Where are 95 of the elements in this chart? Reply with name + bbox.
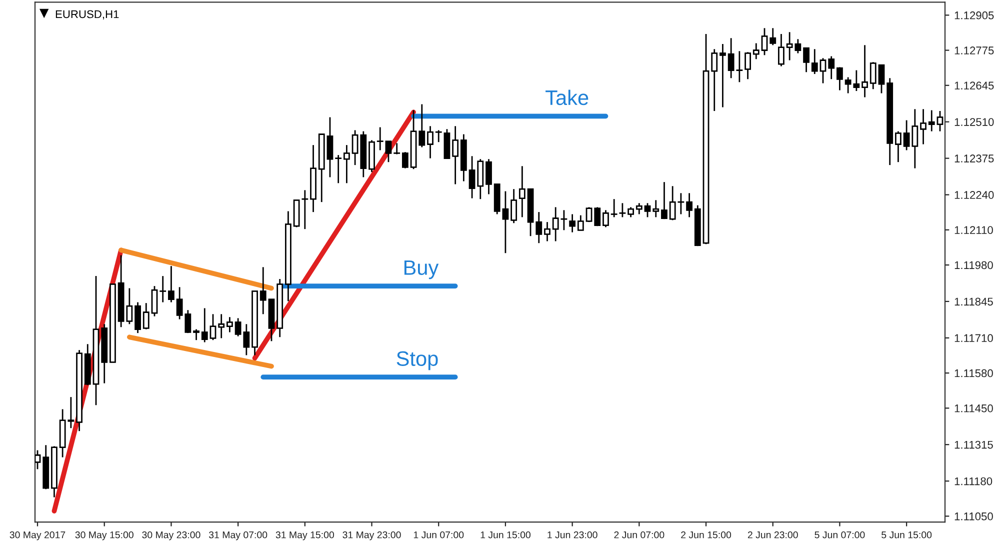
- candlestick: [577, 214, 584, 231]
- x-tick-label: 2 Jun 23:00: [748, 531, 798, 538]
- candlestick: [836, 66, 843, 91]
- y-tick-label: 1.11980: [954, 261, 993, 270]
- candlestick: [652, 199, 660, 218]
- y-tick-label: 1.11710: [954, 334, 993, 342]
- candlestick: [594, 206, 601, 227]
- y-tick-label: 1.12110: [954, 226, 993, 234]
- x-tick-label: 2 Jun 15:00: [681, 531, 732, 538]
- candlestick: [536, 211, 542, 244]
- candlestick: [686, 192, 692, 218]
- candlestick: [193, 328, 200, 341]
- y-tick-label: 1.11050: [954, 512, 993, 520]
- candlestick: [920, 108, 926, 145]
- y-tick-label: 1.12240: [954, 191, 994, 199]
- candlestick: [661, 181, 668, 220]
- candlestick: [778, 33, 784, 67]
- series-label: Buy: [404, 260, 439, 280]
- candlestick: [335, 154, 342, 184]
- x-tick-label: 1 Jun 23:00: [548, 531, 598, 538]
- candlestick: [544, 221, 550, 242]
- y-tick-label: 1.12905: [954, 11, 994, 20]
- x-tick-label: 30 May 2017: [10, 531, 66, 540]
- candlestick: [468, 155, 476, 199]
- candlestick: [486, 158, 492, 195]
- x-tick-label: 5 Jun 15:00: [882, 531, 932, 538]
- candlestick: [820, 57, 826, 84]
- candlestick: [895, 130, 902, 163]
- x-tick-label: 5 Jun 07:00: [814, 531, 865, 538]
- x-tick-label: 1 Jun 07:00: [414, 531, 464, 538]
- x-tick-label: 31 May 07:00: [208, 531, 268, 540]
- candlestick: [385, 140, 392, 163]
- candlestick: [602, 209, 609, 228]
- candlestick: [502, 190, 509, 254]
- candlestick: [226, 316, 233, 333]
- candlestick: [862, 44, 868, 98]
- candlestick: [452, 125, 459, 185]
- candlestick: [435, 130, 442, 143]
- y-tick-label: 1.12510: [954, 118, 994, 126]
- candlestick: [628, 206, 634, 218]
- x-tick-label: 30 May 23:00: [142, 531, 200, 540]
- candlestick: [210, 313, 216, 341]
- candlestick: [160, 275, 166, 303]
- candlestick: [402, 151, 408, 169]
- candlestick: [569, 214, 576, 233]
- y-tick-label: 1.11180: [954, 477, 992, 486]
- candlestick: [142, 302, 150, 330]
- candlestick: [811, 48, 818, 75]
- candlestick: [770, 27, 776, 46]
- x-tick-label: 30 May 15:00: [75, 531, 134, 540]
- candlestick: [168, 265, 174, 303]
- series-label: Stop: [396, 351, 438, 370]
- series-label: Take: [546, 90, 588, 106]
- candlestick: [552, 206, 559, 242]
- candlestick: [326, 116, 334, 178]
- candlestick: [761, 27, 768, 56]
- candlestick: [720, 43, 726, 108]
- candlestick: [260, 266, 266, 315]
- x-tick-label: 2 Jun 07:00: [614, 531, 664, 538]
- candlestick: [636, 202, 642, 215]
- candlestick: [218, 313, 225, 339]
- candlestick: [201, 308, 208, 343]
- candlestick: [151, 285, 158, 317]
- candlestick: [711, 48, 718, 112]
- x-tick-label: 31 May 15:00: [276, 531, 334, 540]
- candlestick: [586, 206, 592, 223]
- candlestick: [752, 42, 760, 60]
- y-tick-label: 1.11450: [954, 404, 993, 412]
- candlestick: [35, 450, 41, 470]
- text: EURUSD,H1: [56, 10, 119, 20]
- y-tick-label: 1.11845: [954, 298, 993, 306]
- candlestick: [134, 302, 141, 334]
- candlestick: [518, 165, 526, 218]
- x-tick-label: 31 May 23:00: [342, 531, 401, 540]
- candlestick: [343, 144, 350, 184]
- candlestick: [644, 202, 651, 218]
- candlestick: [870, 61, 876, 90]
- candlestick: [803, 47, 810, 73]
- candlestick: [828, 56, 835, 80]
- y-tick-label: 1.12375: [954, 154, 994, 162]
- candlestick: [376, 126, 384, 151]
- candlestick: [560, 209, 568, 231]
- y-tick-label: 1.11580: [954, 369, 993, 378]
- candlestick: [418, 104, 426, 148]
- candlestick: [427, 125, 434, 159]
- y-tick-label: 1.12645: [954, 82, 994, 90]
- candlestick: [936, 110, 944, 132]
- y-tick-label: 1.12775: [954, 46, 994, 54]
- x-tick-label: 1 Jun 15:00: [480, 531, 530, 538]
- candlestick: [510, 188, 518, 224]
- candlestick: [352, 130, 358, 166]
- y-tick-label: 1.11315: [954, 440, 993, 449]
- candlestick: [744, 51, 751, 80]
- candlestick: [928, 110, 935, 132]
- candlestick: [878, 64, 885, 94]
